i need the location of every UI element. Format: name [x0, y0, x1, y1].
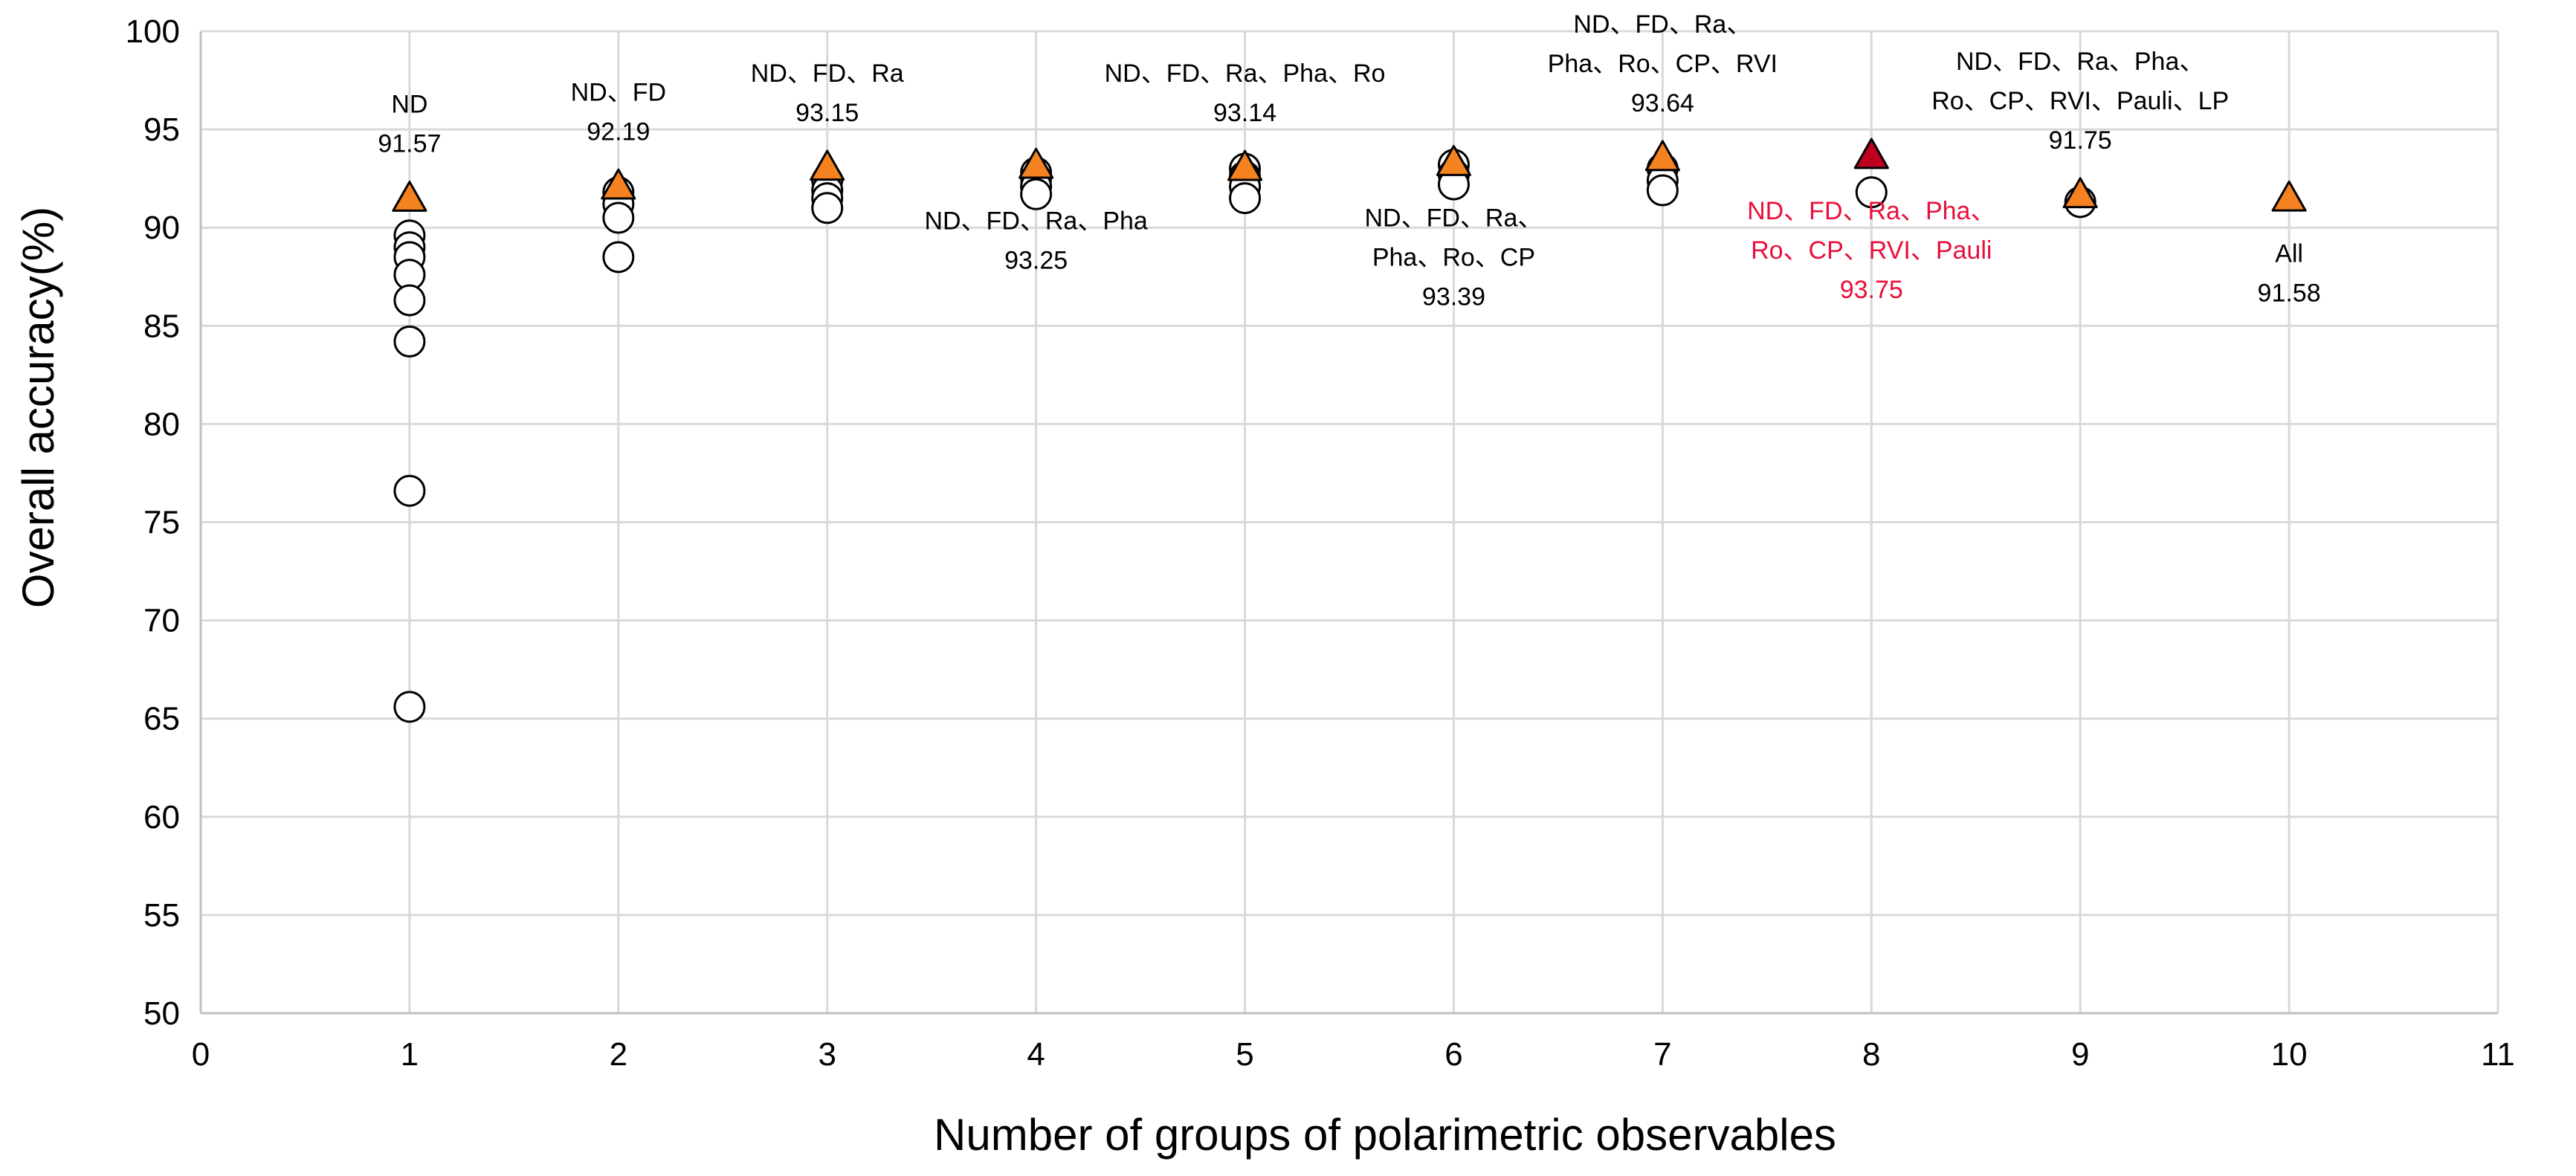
best-triangle-point: [1436, 144, 1472, 176]
y-tick-label: 70: [143, 603, 180, 639]
annotation-label: ND、FD、Ra、Pha、Ro: [1105, 59, 1386, 88]
best-overall-triangle: [1853, 138, 1889, 169]
circle-series: [393, 149, 2096, 723]
x-tick-label: 0: [192, 1036, 210, 1073]
best-triangle-point: [601, 168, 636, 200]
y-tick-label: 80: [143, 406, 180, 442]
x-tick-label: 7: [1653, 1036, 1671, 1073]
annotation-label: All: [2275, 239, 2303, 268]
annotation-value: 92.19: [587, 117, 650, 146]
x-tick-label: 9: [2071, 1036, 2089, 1073]
y-tick-label: 90: [143, 210, 180, 246]
annotation-label: ND、FD、Ra、Pha、: [1956, 48, 2204, 76]
circle-point: [393, 284, 426, 317]
y-tick-label: 95: [143, 112, 180, 148]
annotation-label: ND、FD: [571, 78, 666, 106]
x-tick-label: 1: [401, 1036, 419, 1073]
x-tick-label: 3: [818, 1036, 836, 1073]
annotation-value: 93.15: [795, 99, 859, 127]
annotation-label: ND、FD、Ra、Pha、: [1747, 197, 1995, 225]
y-tick-label: 65: [143, 701, 180, 737]
circle-point: [1855, 176, 1888, 209]
x-tick-label: 2: [610, 1036, 627, 1073]
x-tick-label: 11: [2481, 1036, 2515, 1073]
x-tick-label: 5: [1236, 1036, 1253, 1073]
y-tick-label: 85: [143, 308, 180, 344]
annotation-value: 93.39: [1422, 283, 1485, 311]
best-triangle-point: [1227, 149, 1263, 181]
annotation-value: 91.58: [2258, 279, 2321, 307]
circle-point: [1646, 174, 1679, 207]
y-tick-label: 55: [143, 897, 180, 934]
annotation-label: Pha、Ro、CP: [1372, 244, 1535, 272]
circle-point: [1229, 182, 1262, 215]
circle-point: [393, 325, 426, 358]
circle-point: [1020, 178, 1053, 210]
triangle-series: [392, 138, 2307, 212]
axes: [199, 31, 2498, 1015]
x-tick-label: 6: [1444, 1036, 1462, 1073]
annotation-value: 93.25: [1004, 246, 1068, 274]
annotation-value: 91.57: [378, 130, 441, 158]
best-triangle-point: [810, 149, 845, 181]
annotation-label: Ro、CP、RVI、Pauli: [1751, 236, 1992, 265]
annotation-label: ND、FD、Ra、Pha: [924, 207, 1147, 235]
grid: [199, 30, 2499, 1015]
circle-point: [393, 691, 426, 723]
annotation-label: ND、FD、Ra: [751, 59, 904, 88]
annotation-label: Pha、Ro、CP、RVI: [1548, 50, 1778, 78]
y-tick-label: 75: [143, 505, 180, 541]
annotation-value: 93.64: [1631, 89, 1694, 117]
circle-point: [811, 192, 844, 224]
annotation-value: 91.75: [2049, 126, 2112, 155]
x-tick-label: 10: [2271, 1036, 2308, 1073]
annotations: ND91.57ND、FD92.19ND、FD、Ra93.15ND、FD、Ra、P…: [378, 10, 2320, 311]
annotation-label: ND、FD、Ra、: [1573, 10, 1752, 39]
y-tick-label: 60: [143, 799, 180, 836]
best-triangle-point: [392, 181, 427, 212]
y-axis-title: Overall accuracy(%): [13, 207, 63, 608]
x-tick-label: 8: [1862, 1036, 1880, 1073]
annotation-label: Ro、CP、RVI、Pauli、LP: [1931, 87, 2229, 115]
best-triangle-point: [1019, 147, 1054, 179]
circle-point: [602, 241, 635, 274]
annotation-label: ND、FD、Ra、: [1365, 204, 1543, 233]
tick-labels: 50 55 60 65 70 75 80 85 90 95 100 0 1 2 3 4 5 6 7 8 9 10 11: [126, 13, 2515, 1073]
x-tick-label: 4: [1027, 1036, 1045, 1073]
annotation-label: ND: [391, 91, 427, 119]
circle-point: [393, 474, 426, 507]
best-triangle-point: [2062, 177, 2098, 209]
best-triangle-point: [1644, 140, 1680, 172]
circle-point: [602, 201, 635, 234]
y-tick-label: 100: [126, 13, 180, 50]
x-axis-title: Number of groups of polarimetric observa…: [934, 1110, 1836, 1160]
y-tick-label: 50: [143, 995, 180, 1032]
annotation-value: 93.14: [1213, 99, 1276, 127]
best-triangle-point: [2271, 180, 2307, 212]
annotation-value: 93.75: [1840, 276, 1903, 304]
